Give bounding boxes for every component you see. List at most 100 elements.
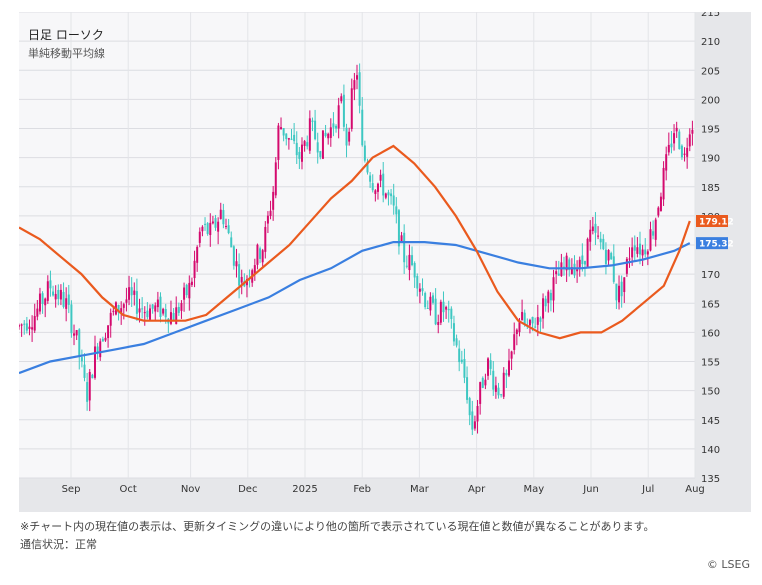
ma-short-value-badge: 179.12 (699, 218, 734, 228)
candle (217, 217, 220, 245)
candle (638, 231, 641, 265)
candle (269, 200, 272, 220)
candle (568, 257, 571, 277)
candle (618, 275, 621, 310)
candle (109, 308, 112, 338)
candle (36, 299, 39, 321)
candle (23, 320, 26, 335)
ma-short-value-badge-bg (696, 215, 728, 228)
candle (112, 307, 115, 316)
candle (678, 129, 681, 150)
candle (52, 285, 55, 297)
chart-frame: 1351401451501551601651701751801851901952… (19, 12, 751, 512)
candle (209, 213, 212, 247)
candle (319, 150, 322, 160)
candle (675, 121, 678, 138)
candle (549, 289, 552, 312)
candle (424, 291, 427, 310)
candle (636, 237, 639, 258)
candle (534, 317, 537, 329)
candle (122, 302, 125, 320)
candle (479, 381, 482, 415)
y-tick-label: 135 (701, 474, 720, 485)
candle (259, 246, 262, 264)
candle (214, 214, 217, 231)
candle (434, 288, 437, 326)
candle (662, 161, 665, 206)
candle (99, 338, 102, 361)
candle (253, 258, 256, 281)
candle (151, 303, 154, 314)
candle (335, 124, 338, 133)
candle (421, 278, 424, 296)
candle (83, 353, 86, 382)
candle (329, 118, 332, 147)
chart-title: 日足 ローソク (28, 28, 104, 42)
candle (44, 297, 47, 318)
candle (686, 137, 689, 169)
candle (408, 244, 411, 281)
candle (586, 237, 589, 267)
candle (515, 328, 518, 346)
ma-long-line (19, 241, 691, 375)
candle (80, 349, 83, 368)
candle (363, 140, 366, 163)
candle (222, 203, 225, 229)
y-tick-label: 185 (701, 183, 720, 194)
candle (266, 211, 269, 234)
footnote: ※チャート内の現在値の表示は、更新タイミングの違いにより他の箇所で表示されている… (20, 520, 655, 533)
value-badges: 179.12 175.32 (696, 215, 734, 250)
candle (19, 323, 20, 330)
candle (321, 130, 324, 160)
candle (356, 64, 359, 90)
candle (91, 373, 94, 379)
y-tick-label: 205 (701, 66, 720, 77)
candle (327, 132, 330, 145)
x-tick-label: Apr (468, 484, 486, 495)
candle (641, 244, 644, 266)
candle (633, 235, 636, 261)
candle (379, 169, 382, 188)
x-tick-label: Mar (410, 484, 430, 495)
candle (240, 269, 243, 295)
candle (481, 376, 484, 389)
candle (133, 282, 136, 306)
candle (594, 212, 597, 246)
candle (649, 221, 652, 252)
candle (665, 146, 668, 181)
candle (659, 192, 662, 212)
candle (644, 238, 647, 258)
candle (206, 222, 209, 236)
candle (625, 257, 628, 277)
candle (623, 277, 626, 303)
candle (502, 367, 505, 400)
candle (576, 260, 579, 283)
candle (374, 189, 377, 202)
candle (604, 242, 607, 275)
y-tick-label: 195 (701, 125, 720, 136)
candle (31, 315, 34, 342)
candle (295, 131, 298, 164)
x-tick-label: Jun (582, 484, 599, 495)
candle (390, 188, 393, 205)
candle (353, 72, 356, 101)
x-tick-label: Oct (120, 484, 137, 495)
candle (688, 128, 691, 152)
candle (615, 283, 618, 310)
candle (282, 128, 285, 142)
candle (348, 127, 351, 146)
candle (552, 269, 555, 313)
candle (392, 183, 395, 215)
candle (452, 315, 455, 346)
candle (128, 275, 131, 306)
candle (311, 117, 314, 132)
candle (350, 78, 353, 132)
candle (416, 273, 419, 297)
candle (489, 353, 492, 376)
candle (185, 283, 188, 298)
candle (439, 299, 442, 326)
candle (366, 158, 369, 175)
candle (657, 206, 660, 218)
candle (183, 282, 186, 312)
candle (544, 295, 547, 312)
